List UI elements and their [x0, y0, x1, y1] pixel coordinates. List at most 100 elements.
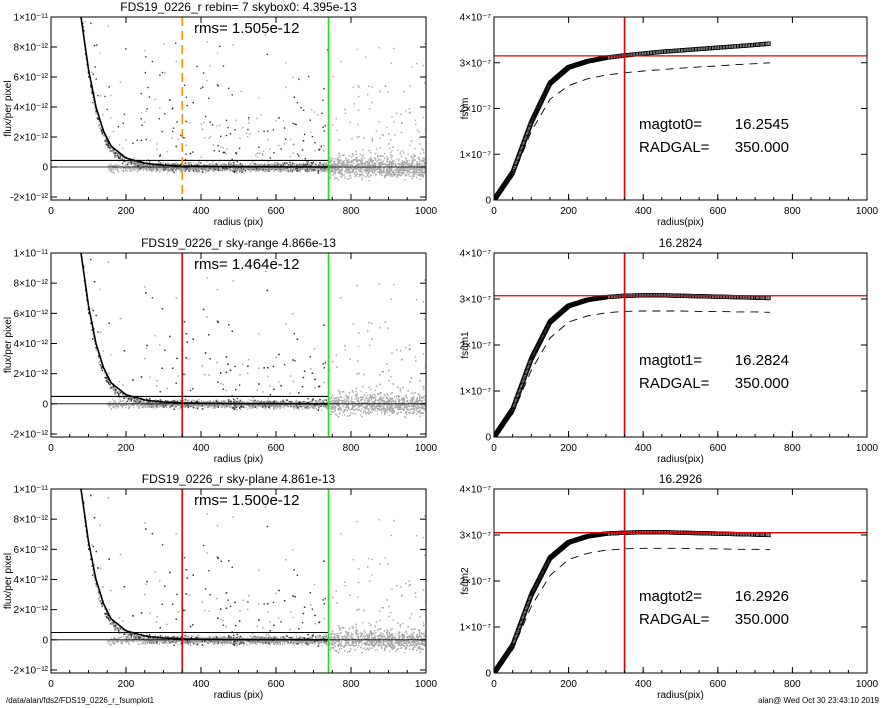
- y-axis-label: flux/per pixel: [3, 80, 14, 136]
- scatter-point: [188, 167, 190, 170]
- scatter-point: [272, 168, 274, 170]
- scatter-point: [364, 165, 366, 167]
- scatter-point: [371, 168, 373, 170]
- scatter-point: [303, 168, 305, 170]
- scatter-point: [380, 172, 383, 174]
- scatter-point: [400, 113, 402, 115]
- scatter-point: [303, 167, 305, 169]
- scatter-point: [408, 165, 411, 167]
- scatter-point: [251, 165, 253, 167]
- scatter-point: [277, 169, 279, 171]
- scatter-point: [111, 150, 114, 153]
- scatter-point: [408, 159, 410, 161]
- scatter-point: [382, 134, 384, 136]
- scatter-point: [350, 171, 352, 173]
- scatter-point: [420, 174, 422, 176]
- scatter-point: [359, 168, 361, 170]
- scatter-point: [341, 163, 343, 165]
- scatter-point: [260, 114, 262, 116]
- scatter-point: [107, 165, 109, 167]
- annotation-label: RADGAL=: [639, 139, 710, 156]
- scatter-point: [282, 164, 285, 166]
- scatter-point: [393, 160, 395, 162]
- scatter-point: [362, 149, 364, 151]
- scatter-point: [234, 163, 236, 165]
- scatter-point: [82, 22, 84, 25]
- scatter-point: [240, 163, 242, 165]
- scatter-point: [312, 164, 314, 166]
- scatter-point: [412, 168, 414, 171]
- scatter-point: [312, 170, 314, 172]
- scatter-point: [370, 170, 372, 172]
- scatter-point: [209, 64, 211, 67]
- scatter-point: [224, 163, 226, 165]
- panel-profile-skyrange: rms= 1.464e-120 200 400 600 800 1000-2×10⁻¹²0…: [3, 236, 438, 465]
- scatter-point: [232, 168, 234, 171]
- scatter-point: [201, 168, 203, 170]
- scatter-point: [361, 173, 363, 176]
- scatter-point: [238, 171, 241, 173]
- scatter-point: [119, 165, 121, 167]
- scatter-point: [342, 175, 344, 177]
- scatter-point: [321, 167, 323, 169]
- scatter-point: [158, 118, 160, 120]
- scatter-point: [127, 167, 129, 169]
- scatter-point: [194, 164, 196, 166]
- scatter-point: [198, 171, 200, 173]
- scatter-point: [424, 170, 426, 172]
- scatter-point: [145, 138, 147, 141]
- scatter-point: [293, 143, 295, 145]
- scatter-point: [377, 171, 379, 174]
- scatter-point: [421, 172, 424, 174]
- scatter-point: [232, 44, 234, 46]
- scatter-point: [247, 168, 249, 170]
- scatter-point: [396, 176, 398, 178]
- scatter-point: [380, 155, 382, 157]
- scatter-point: [319, 168, 322, 170]
- scatter-point: [355, 171, 357, 173]
- scatter-point: [306, 163, 309, 165]
- scatter-point: [374, 173, 376, 176]
- scatter-point: [301, 168, 303, 171]
- scatter-point: [202, 167, 204, 169]
- scatter-point: [350, 167, 352, 170]
- scatter-point: [267, 169, 269, 171]
- scatter-point: [292, 122, 294, 125]
- scatter-point: [356, 163, 358, 165]
- scatter-point: [418, 162, 421, 164]
- scatter-point: [336, 169, 338, 171]
- scatter-point: [407, 167, 409, 169]
- scatter-point: [190, 169, 192, 171]
- scatter-point: [329, 176, 331, 178]
- scatter-point: [386, 169, 389, 172]
- scatter-point: [390, 164, 393, 166]
- x-axis-label: radius (pix): [214, 217, 263, 228]
- scatter-point: [293, 96, 295, 98]
- scatter-point: [391, 165, 393, 167]
- scatter-point: [412, 172, 415, 174]
- scatter-point: [388, 169, 390, 171]
- scatter-point: [126, 165, 128, 167]
- scatter-point: [419, 164, 421, 166]
- scatter-point: [123, 160, 125, 162]
- scatter-point: [367, 168, 369, 170]
- scatter-point: [284, 169, 286, 171]
- scatter-point: [90, 22, 92, 25]
- scatter-point: [391, 163, 393, 165]
- scatter-point: [395, 165, 397, 167]
- scatter-point: [283, 169, 285, 171]
- scatter-point: [127, 162, 130, 164]
- scatter-point: [361, 168, 363, 170]
- scatter-point: [418, 168, 421, 170]
- scatter-point: [424, 43, 426, 45]
- scatter-point: [410, 164, 413, 166]
- scatter-point: [351, 162, 353, 164]
- scatter-point: [342, 161, 344, 163]
- scatter-point: [127, 170, 129, 172]
- scatter-point: [380, 170, 383, 173]
- scatter-point: [296, 102, 299, 104]
- scatter-point: [190, 167, 193, 169]
- scatter-point: [342, 160, 344, 163]
- scatter-point: [298, 78, 300, 81]
- scatter-point: [111, 167, 113, 170]
